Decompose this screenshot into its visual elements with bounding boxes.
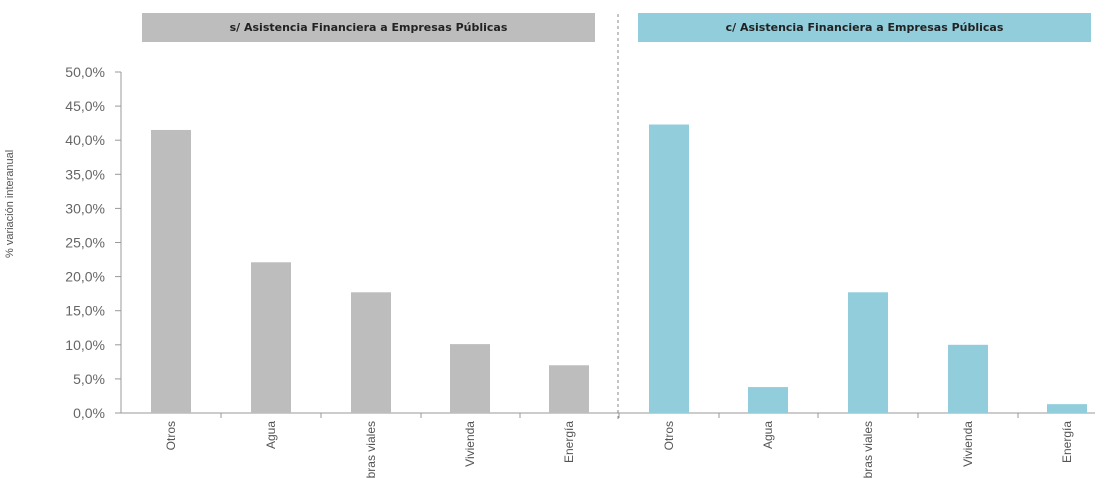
y-tick-label: 50,0% [65, 64, 105, 80]
bar-sin-2 [351, 292, 391, 413]
x-tick-label: Vivienda [463, 421, 477, 467]
y-tick-label: 20,0% [65, 269, 105, 285]
y-tick-label: 40,0% [65, 132, 105, 148]
bar-con-0 [649, 124, 689, 413]
x-tick-label: Agua [264, 421, 278, 449]
x-tick-label: Otros [164, 421, 178, 450]
bar-sin-0 [151, 129, 191, 413]
x-tick-label: Obras viales [364, 421, 378, 478]
bar-sin-1 [251, 262, 291, 413]
bar-con-1 [748, 387, 788, 413]
x-tick-label: Obras viales [861, 421, 875, 478]
y-tick-label: 0,0% [73, 405, 105, 421]
x-tick-label: Energía [1060, 421, 1074, 463]
y-tick-label: 30,0% [65, 200, 105, 216]
y-tick-label: 25,0% [65, 235, 105, 251]
bar-sin-3 [450, 344, 490, 413]
y-tick-label: 5,0% [73, 371, 105, 387]
x-tick-label: Otros [662, 421, 676, 450]
bar-con-3 [948, 344, 988, 413]
x-tick-label: Energía [562, 421, 576, 463]
bar-con-2 [848, 292, 888, 413]
bar-con-4 [1047, 404, 1087, 413]
x-tick-label: Agua [761, 421, 775, 449]
panel-title-right: c/ Asistencia Financiera a Empresas Públ… [638, 13, 1091, 42]
y-tick-label: 35,0% [65, 166, 105, 182]
x-tick-label: Vivienda [961, 421, 975, 467]
y-tick-label: 15,0% [65, 303, 105, 319]
y-tick-label: 45,0% [65, 98, 105, 114]
bar-sin-4 [549, 365, 589, 413]
y-tick-label: 10,0% [65, 337, 105, 353]
panel-title-left: s/ Asistencia Financiera a Empresas Públ… [142, 13, 595, 42]
